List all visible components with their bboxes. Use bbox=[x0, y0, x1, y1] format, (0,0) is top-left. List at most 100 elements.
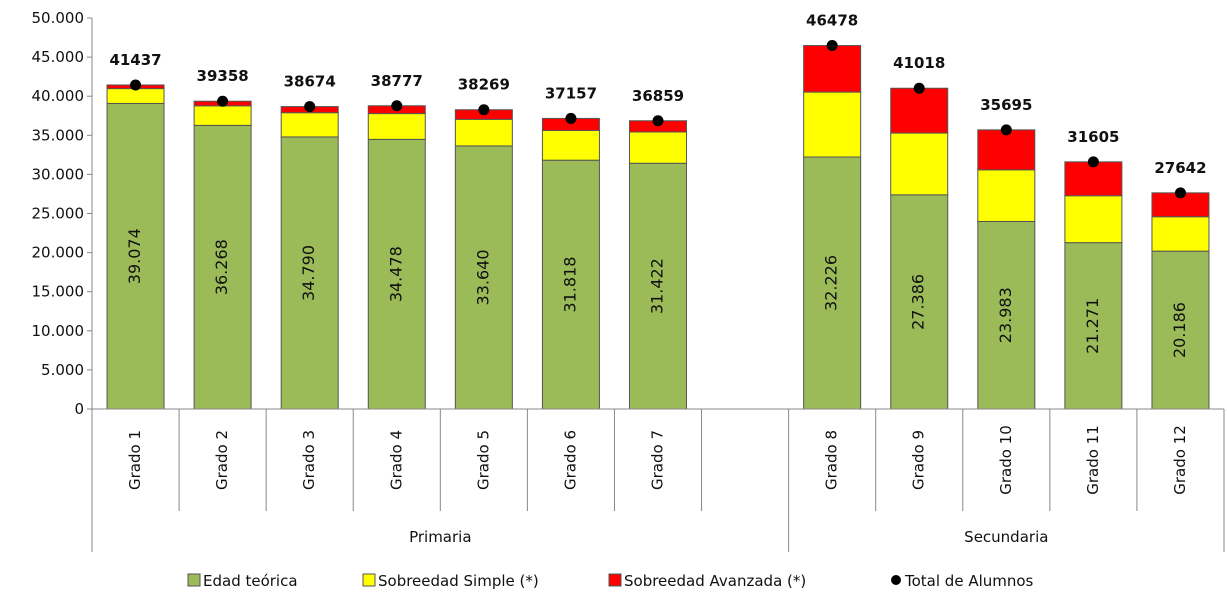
bar-segment-sobreedad-avanzada bbox=[1064, 161, 1123, 197]
total-point bbox=[217, 95, 229, 107]
bar-value-label: 33.640 bbox=[473, 249, 492, 305]
legend-label: Sobreedad Simple (*) bbox=[378, 572, 539, 590]
legend-swatch bbox=[187, 573, 201, 587]
bar-segment-sobreedad-simple bbox=[977, 169, 1036, 222]
total-label: 46478 bbox=[806, 12, 858, 30]
x-tick-label: Grado 11 bbox=[1084, 425, 1102, 495]
total-point bbox=[304, 101, 316, 113]
x-tick-label: Grado 7 bbox=[649, 430, 667, 490]
bar-segment-sobreedad-simple bbox=[541, 129, 600, 161]
y-tick-label: 50.000 bbox=[32, 9, 85, 27]
x-tick-label: Grado 12 bbox=[1171, 425, 1189, 495]
bar-segment-sobreedad-avanzada bbox=[890, 87, 949, 134]
bar-value-label: 21.271 bbox=[1083, 298, 1102, 354]
legend-swatch bbox=[362, 573, 376, 587]
total-point bbox=[1087, 156, 1099, 168]
bar-value-label: 34.790 bbox=[299, 245, 318, 301]
total-point bbox=[652, 115, 664, 127]
bar-segment-edad-teorica bbox=[280, 136, 339, 410]
x-axis: Grado 1 Grado 2 Grado 3 Grado 4 Grado 5 Grado… bbox=[91, 408, 1225, 552]
bar-segment-edad-teorica bbox=[454, 145, 513, 410]
bar-value-label: 31.422 bbox=[648, 258, 667, 314]
bar-segment-sobreedad-avanzada bbox=[977, 129, 1036, 171]
y-tick-label: 30.000 bbox=[32, 165, 85, 183]
x-tick-label: Grado 6 bbox=[561, 430, 579, 490]
bar-segment-sobreedad-simple bbox=[193, 105, 252, 126]
bar-value-label: 23.983 bbox=[996, 287, 1015, 343]
total-label: 31605 bbox=[1067, 128, 1119, 146]
x-tick-label: Grado 10 bbox=[997, 425, 1015, 495]
legend-swatch bbox=[608, 573, 622, 587]
total-label: 35695 bbox=[980, 96, 1032, 114]
y-axis: 0 5.000 10.000 15.000 20.000 25.000 30.000 35.0… bbox=[32, 9, 93, 418]
total-point bbox=[1000, 124, 1012, 136]
total-point bbox=[826, 40, 838, 52]
legend-label: Sobreedad Avanzada (*) bbox=[624, 572, 806, 590]
bar-value-label: 34.478 bbox=[386, 246, 405, 302]
x-tick-label: Grado 4 bbox=[387, 430, 405, 490]
x-tick-label: Grado 8 bbox=[823, 430, 841, 490]
total-label: 27642 bbox=[1154, 159, 1206, 177]
bars-layer: 39.074 41437 36.268 39358 34.790 38674 34.478 3… bbox=[106, 12, 1210, 410]
total-point bbox=[913, 82, 925, 94]
bar-segment-sobreedad-simple bbox=[280, 112, 339, 138]
bar-segment-sobreedad-simple bbox=[629, 131, 687, 164]
bar-value-label: 32.226 bbox=[822, 255, 841, 311]
bar-segment-edad-teorica bbox=[367, 138, 426, 410]
bar-segment-sobreedad-simple bbox=[367, 113, 426, 140]
y-tick-label: 45.000 bbox=[32, 48, 85, 66]
bar-segment-edad-teorica bbox=[1064, 242, 1123, 410]
legend-marker-total bbox=[891, 575, 901, 585]
y-tick-label: 5.000 bbox=[41, 361, 84, 379]
total-point bbox=[478, 104, 490, 116]
bar-segment-edad-teorica bbox=[890, 194, 949, 410]
x-tick-label: Grado 5 bbox=[474, 430, 492, 490]
total-label: 38674 bbox=[284, 73, 336, 91]
bar-segment-sobreedad-simple bbox=[1151, 216, 1210, 252]
bar-value-label: 31.818 bbox=[560, 257, 579, 313]
bar-segment-edad-teorica bbox=[629, 162, 687, 410]
total-point bbox=[1174, 187, 1186, 199]
y-tick-label: 40.000 bbox=[32, 87, 85, 105]
bar-segment-edad-teorica bbox=[541, 159, 600, 410]
x-tick-label: Grado 9 bbox=[910, 430, 928, 490]
bar-segment-edad-teorica bbox=[1151, 250, 1210, 410]
legend: Edad teórica Sobreedad Simple (*) Sobreeda… bbox=[187, 572, 1034, 590]
total-label: 41018 bbox=[893, 54, 945, 72]
x-group-label: Secundaria bbox=[964, 528, 1048, 546]
total-label: 38269 bbox=[458, 76, 510, 94]
bar-segment-sobreedad-simple bbox=[106, 88, 165, 104]
bar-segment-sobreedad-simple bbox=[890, 132, 949, 196]
total-label: 37157 bbox=[545, 84, 597, 102]
y-tick-label: 35.000 bbox=[32, 126, 85, 144]
y-tick-label: 25.000 bbox=[32, 205, 85, 223]
bar-segment-sobreedad-simple bbox=[454, 118, 513, 147]
y-tick-label: 15.000 bbox=[32, 283, 85, 301]
bar-segment-sobreedad-simple bbox=[803, 91, 862, 158]
y-tick-label: 10.000 bbox=[32, 322, 85, 340]
total-point bbox=[391, 100, 403, 112]
x-group-label: Primaria bbox=[409, 528, 471, 546]
bar-value-label: 39.074 bbox=[125, 228, 144, 284]
bar-value-label: 36.268 bbox=[212, 239, 231, 295]
bar-segment-sobreedad-avanzada bbox=[803, 45, 862, 93]
total-label: 41437 bbox=[109, 51, 161, 69]
bar-segment-edad-teorica bbox=[803, 156, 862, 410]
total-label: 39358 bbox=[197, 67, 249, 85]
bar-value-label: 27.386 bbox=[909, 274, 928, 330]
y-tick-label: 20.000 bbox=[32, 244, 85, 262]
bar-value-label: 20.186 bbox=[1170, 302, 1189, 358]
bar-segment-edad-teorica bbox=[106, 102, 165, 410]
y-tick-label: 0 bbox=[74, 400, 84, 418]
legend-label: Edad teórica bbox=[203, 572, 298, 590]
total-label: 36859 bbox=[632, 87, 684, 105]
total-point bbox=[130, 79, 142, 91]
bar-segment-sobreedad-simple bbox=[1064, 195, 1123, 244]
x-tick-label: Grado 2 bbox=[213, 430, 231, 490]
legend-label: Total de Alumnos bbox=[904, 572, 1034, 590]
total-label: 38777 bbox=[371, 72, 423, 90]
x-tick-label: Grado 1 bbox=[126, 430, 144, 490]
x-tick-label: Grado 3 bbox=[300, 430, 318, 490]
total-point bbox=[565, 112, 577, 124]
